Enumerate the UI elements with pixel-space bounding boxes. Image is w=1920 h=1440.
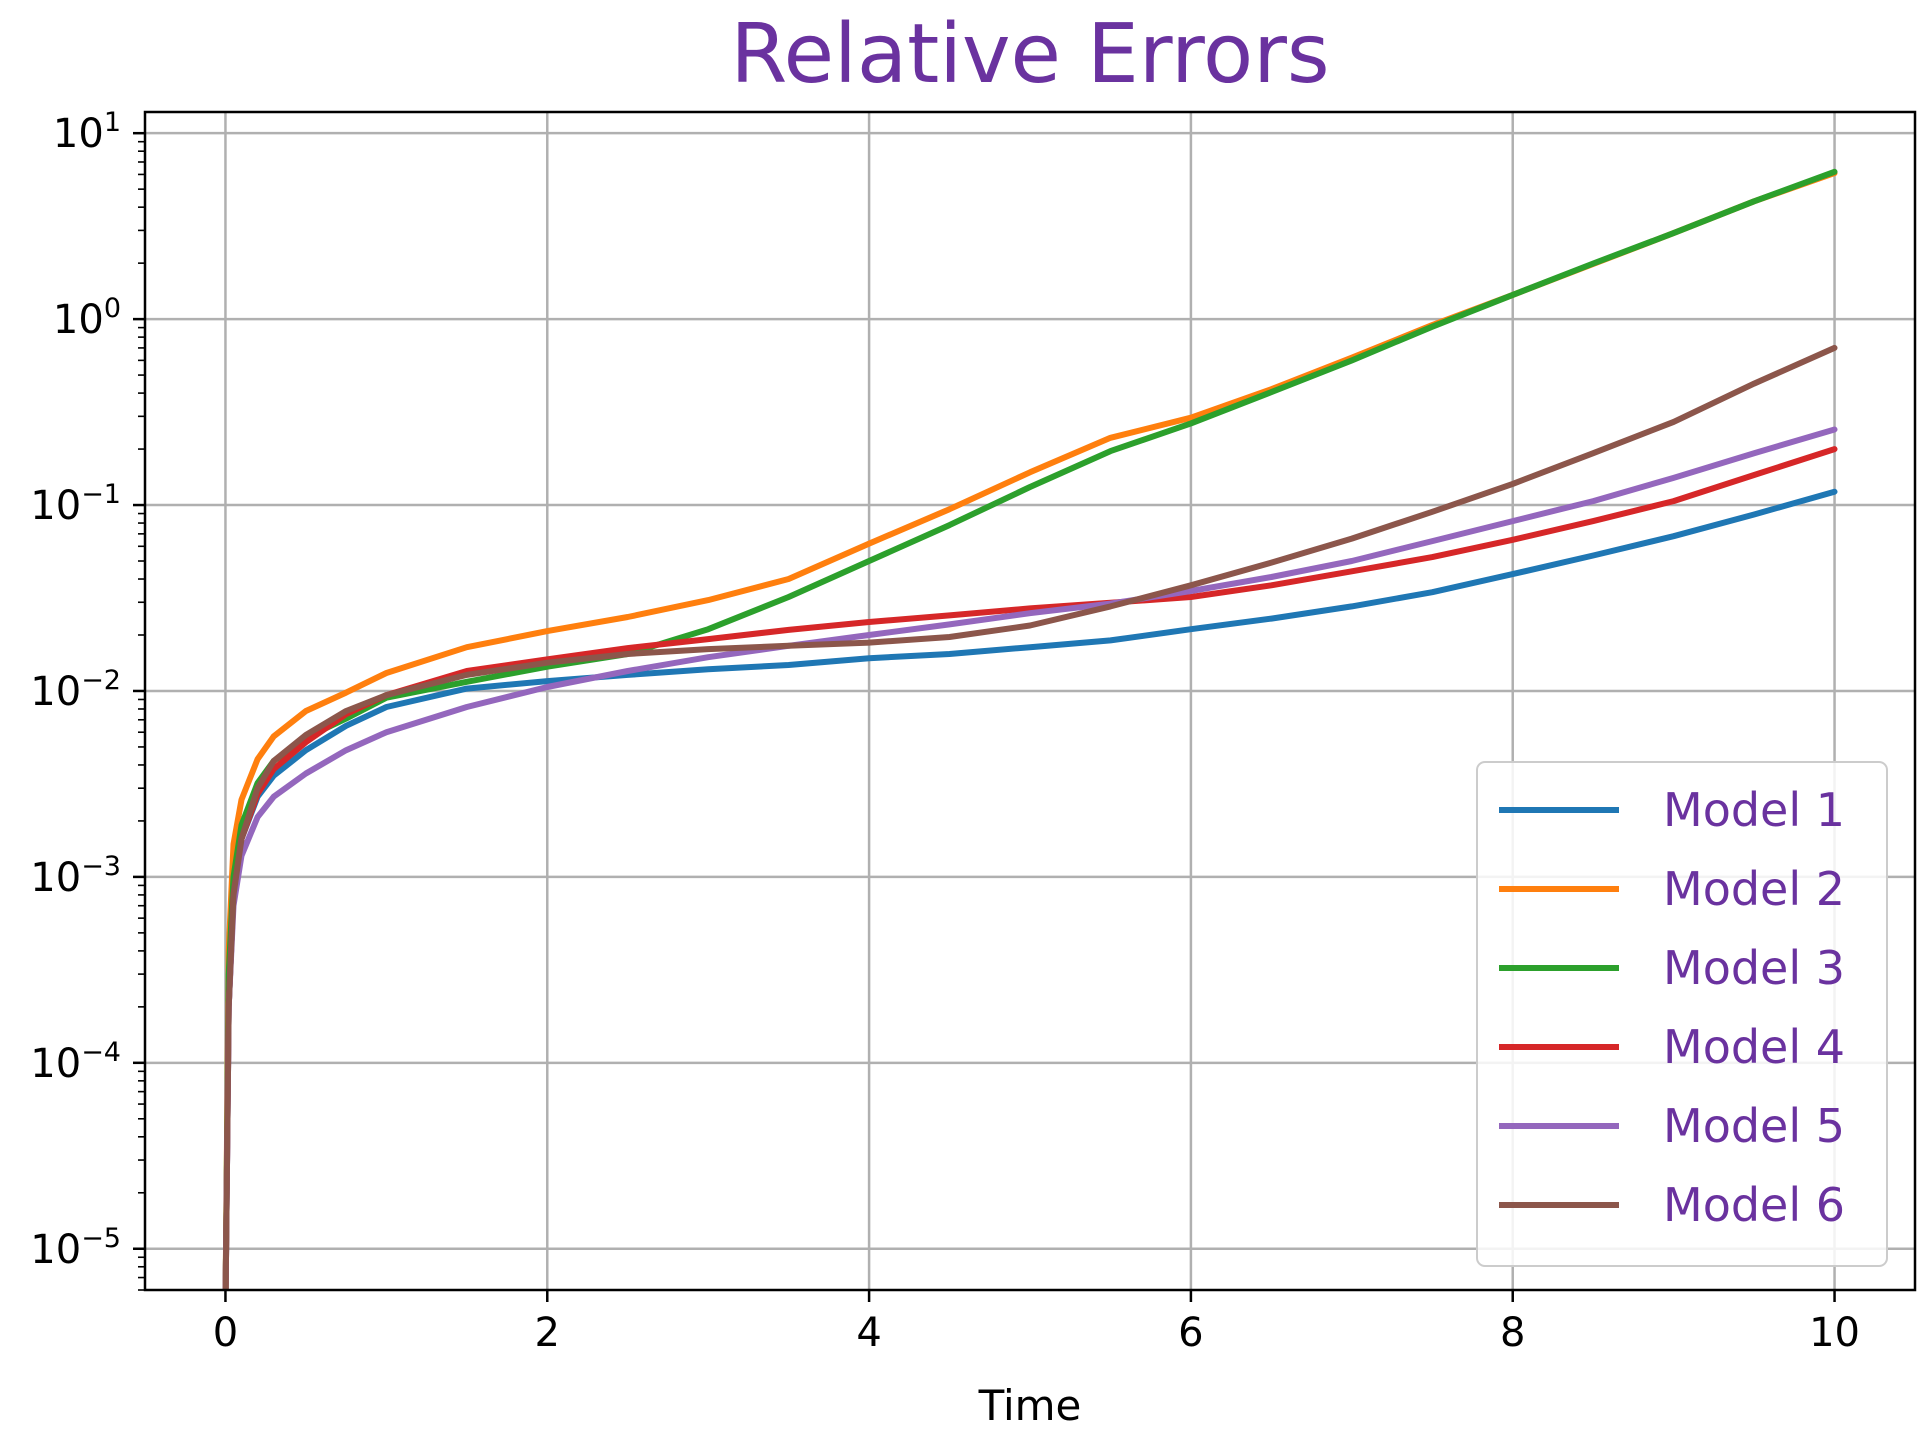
x-tick-label: 2	[535, 1310, 560, 1356]
chart-title: Relative Errors	[730, 7, 1329, 102]
chart-legend: Model 1 Model 2 Model 3 Model 4 Model 5 Model…	[1476, 761, 1888, 1267]
x-tick-label: 6	[1178, 1310, 1203, 1356]
x-tick-label: 4	[856, 1310, 881, 1356]
legend-label-model-3: Model 3	[1663, 941, 1845, 995]
y-axis-tick-labels: 101 100 10−1 10−2 10−3 10−4 10−5	[30, 107, 121, 1273]
y-tick-label: 10−5	[30, 1223, 121, 1273]
series-lines	[222, 168, 1838, 1290]
x-axis-label: Time	[978, 1381, 1082, 1430]
x-tick-label: 10	[1809, 1310, 1860, 1356]
legend-label-model-6: Model 6	[1663, 1178, 1845, 1232]
series-line-model-4	[222, 446, 1838, 1290]
x-tick-label: 0	[213, 1310, 238, 1356]
y-tick-label: 10−1	[30, 479, 121, 529]
y-tick-label: 10−4	[30, 1037, 121, 1087]
x-tick-label: 8	[1500, 1310, 1525, 1356]
y-tick-label: 100	[53, 293, 121, 343]
plot-area-frame	[143, 110, 1917, 1292]
y-tick-label: 10−2	[30, 665, 121, 715]
legend-label-model-5: Model 5	[1663, 1099, 1845, 1153]
y-tick-label: 10−3	[30, 851, 121, 901]
legend-label-model-4: Model 4	[1663, 1020, 1845, 1074]
legend-items: Model 1 Model 2 Model 3 Model 4 Model 5 Model…	[1499, 783, 1845, 1232]
axis-ticks	[133, 131, 1836, 1302]
series-line-model-6	[222, 344, 1838, 1290]
y-tick-label: 101	[53, 107, 121, 157]
x-axis-tick-labels: 0 2 4 6 8 10	[213, 1310, 1860, 1356]
legend-label-model-1: Model 1	[1663, 783, 1845, 837]
legend-label-model-2: Model 2	[1663, 862, 1845, 916]
